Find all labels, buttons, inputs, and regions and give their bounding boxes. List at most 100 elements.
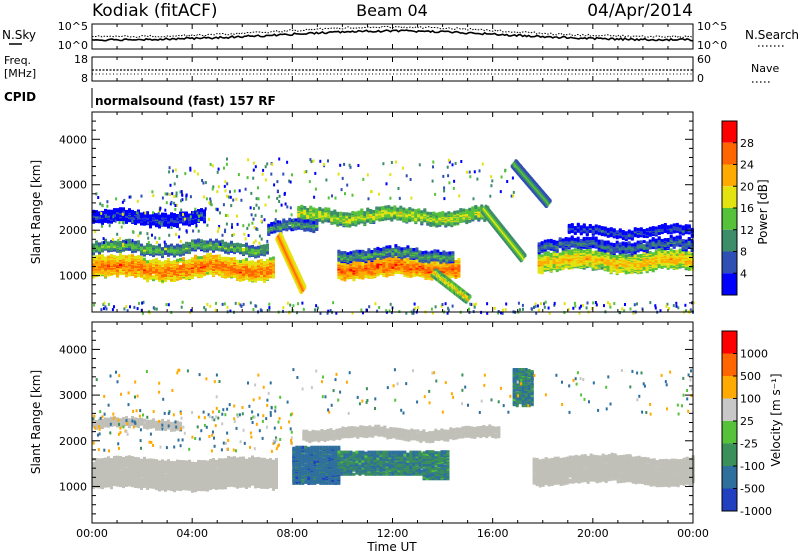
power-cell [92,243,95,247]
power-cell [155,274,158,278]
power-cell [227,272,230,276]
power-cell [438,211,442,215]
power-cell [447,211,451,215]
power-cell [609,242,613,246]
power-cell [242,259,245,263]
power-cell [125,255,128,259]
power-cell [385,257,389,261]
power-cell [543,262,547,266]
power-cell [266,250,269,254]
power-cell [188,248,191,252]
power-cell [333,209,337,213]
power-cell [370,264,374,268]
power-cell [309,220,313,224]
power-cell [432,221,436,225]
power-cell [433,257,437,261]
power-cell [179,264,182,268]
power-cell [131,258,134,262]
power-cell [409,254,413,258]
power-cell [242,273,245,277]
power-cell [297,217,301,221]
power-cell [372,210,376,213]
power-cell [430,254,434,258]
power-cell [555,253,559,257]
power-cell [454,260,458,263]
power-cell [185,250,188,254]
power-cell [558,237,562,241]
power-cell [406,260,410,264]
power-cell [391,256,395,260]
power-cell [418,259,422,263]
power-cell [98,254,101,258]
power-cell [122,265,125,269]
power-cell [203,268,206,272]
power-cell [104,238,107,242]
power-heatmap [92,157,695,315]
power-cell [224,269,227,273]
power-cell [312,218,316,222]
power-cell [149,252,152,256]
power-cell [285,220,289,224]
power-cell [654,238,658,242]
power-cell [552,253,556,257]
power-cell [430,263,434,267]
power-cell [388,256,392,260]
power-cell [197,273,200,277]
power-cell [170,273,173,276]
power-cell [185,276,188,280]
power-cell [579,239,583,242]
power-cell [436,256,440,260]
power-cell [418,272,422,275]
power-cell [442,258,446,262]
power-cell [251,245,254,248]
power-cell [415,247,419,251]
power-cell [149,250,152,254]
power-cell [119,242,122,246]
power-cell [288,225,292,229]
power-cell [194,256,197,260]
power-cell [116,208,119,212]
power-cell [546,251,550,255]
power-cell [137,255,140,259]
power-cell [358,262,362,266]
power-cell [263,244,266,248]
power-cell [212,240,215,244]
power-cell [324,216,328,220]
power-cell [185,259,188,263]
power-cell [227,256,230,260]
power-cell [351,214,355,217]
power-cell [248,264,251,268]
power-cell [666,264,670,268]
power-cell [125,242,128,246]
power-cell [158,261,161,265]
power-cell [110,254,113,257]
power-cell [128,263,131,267]
power-cell [95,255,98,259]
power-cell [406,245,410,249]
power-cell [370,255,374,258]
power-cell [230,262,233,266]
power-cell [182,257,185,261]
power-cell [176,248,179,252]
power-cell [555,259,559,263]
power-cell [406,271,410,275]
power-cell [687,250,691,254]
power-cell [445,267,449,271]
power-cell [393,214,397,218]
power-cell [254,261,257,265]
noise-tick-left-top: 10^5 [58,20,88,33]
power-cell [352,255,356,259]
power-cell [600,266,604,270]
power-cell [402,215,406,219]
power-cell [432,211,436,215]
power-cell [666,250,670,254]
power-cell [391,269,395,273]
power-cell [564,237,568,240]
power-cell [107,255,110,259]
power-cell [203,240,206,244]
power-cell [666,238,670,241]
power-cell [230,240,233,244]
power-cell [200,256,203,260]
power-cell [122,254,125,258]
power-cell [149,268,152,272]
